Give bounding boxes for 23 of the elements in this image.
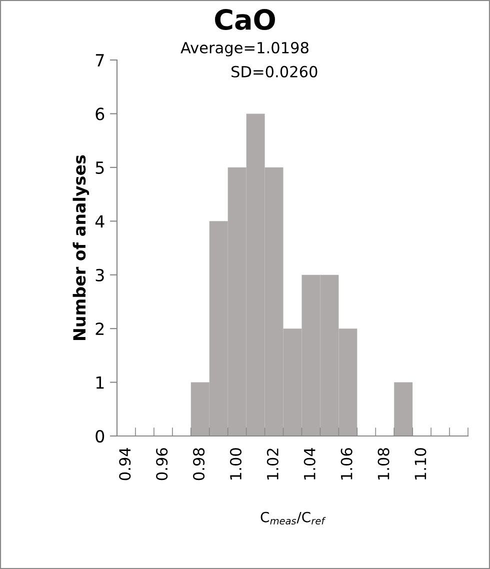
x-tick-label: 0.94 (119, 448, 131, 480)
x-tick-label: 0.98 (193, 448, 205, 480)
y-tick-label: 6 (96, 108, 104, 120)
x-tick-label: 1.06 (340, 448, 352, 480)
y-tick-label: 2 (96, 322, 104, 335)
x-tick-label: 0.96 (156, 448, 168, 480)
y-tick-label: 5 (96, 162, 104, 174)
bar (394, 382, 413, 436)
y-tick-label: 4 (95, 215, 104, 228)
annotation: SD=0.0260 (232, 66, 318, 78)
y-tick-label: 0 (96, 430, 104, 443)
x-tick-label: 1.00 (230, 448, 242, 480)
x-tick-label: 1.02 (266, 448, 278, 480)
text: Average=1.0198 (180, 42, 308, 56)
y-tick-label: 1 (96, 376, 104, 389)
y-axis-title: Number of analyses (72, 155, 90, 340)
x-tick-label: 1.08 (378, 448, 390, 480)
x-tick-label: 1.04 (304, 448, 316, 480)
y-tick-label: 7 (96, 54, 104, 66)
x-axis-title: C$_{meas}$/C$_{ref}$ (260, 512, 326, 525)
chart-title: CaO (215, 9, 275, 30)
y-tick-label: 3 (96, 268, 104, 282)
x-tick-label: 1.10 (414, 448, 426, 480)
